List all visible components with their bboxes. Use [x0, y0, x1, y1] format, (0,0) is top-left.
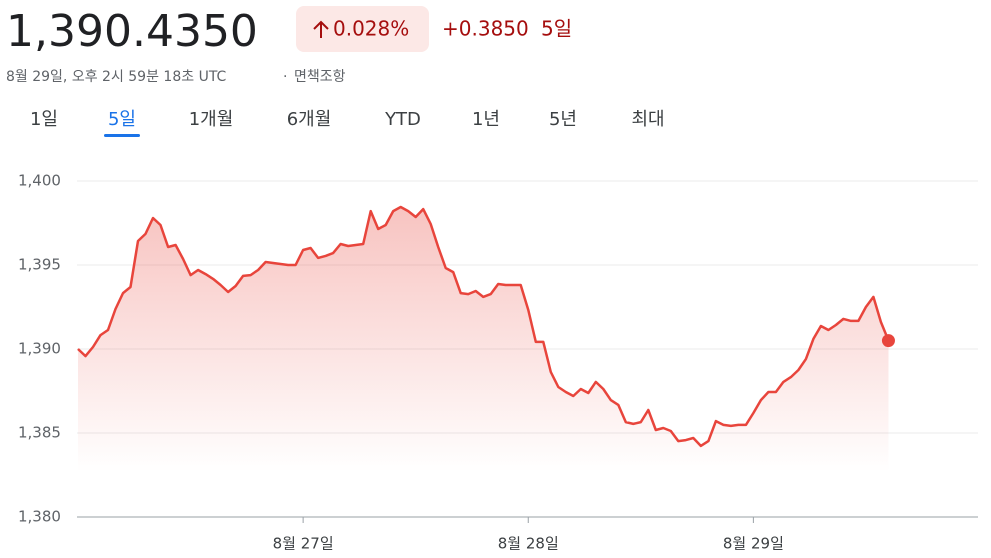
- range-tab[interactable]: 6개월: [287, 109, 332, 130]
- plot: 1,380 1,385 1,390 1,395 1,400 8월 27일 8월 28일 8월 …: [18, 172, 978, 553]
- last-point: [881, 334, 895, 348]
- separator: ·: [283, 69, 287, 85]
- range-tabs: 1일 5일 1개월 6개월 YTD 1년 5년 최대: [30, 109, 665, 137]
- range-tab[interactable]: YTD: [384, 109, 421, 130]
- x-tick-label: 8월 28일: [498, 535, 559, 553]
- y-tick-label: 1,380: [18, 508, 61, 526]
- y-tick-label: 1,395: [18, 256, 61, 274]
- price-line: [77, 205, 890, 448]
- change-period: 5일: [541, 17, 572, 41]
- range-tab[interactable]: 1개월: [189, 109, 234, 130]
- price: 1,390.4350: [6, 6, 258, 57]
- up-arrow-icon: [313, 20, 329, 38]
- y-tick-label: 1,400: [18, 172, 61, 190]
- disclaimer-link[interactable]: 면책조항: [294, 69, 346, 85]
- range-tab[interactable]: 5년: [549, 109, 577, 130]
- area-fill: [78, 207, 889, 472]
- change-value: +0.3850: [442, 17, 529, 41]
- y-tick-label: 1,385: [18, 424, 61, 442]
- range-tab[interactable]: 1일: [30, 109, 58, 130]
- change-badge: [296, 6, 429, 52]
- x-tick-label: 8월 27일: [273, 535, 334, 553]
- x-tick-label: 8월 29일: [723, 535, 784, 553]
- range-tab[interactable]: 최대: [631, 109, 664, 130]
- tab-underline: [104, 134, 140, 137]
- range-tab[interactable]: 1년: [472, 109, 500, 130]
- timestamp: 8월 29일, 오후 2시 59분 18초 UTC: [6, 69, 227, 85]
- y-tick-label: 1,390: [18, 340, 61, 358]
- change-percent: 0.028%: [333, 17, 409, 41]
- range-tab[interactable]: 5일: [108, 109, 136, 130]
